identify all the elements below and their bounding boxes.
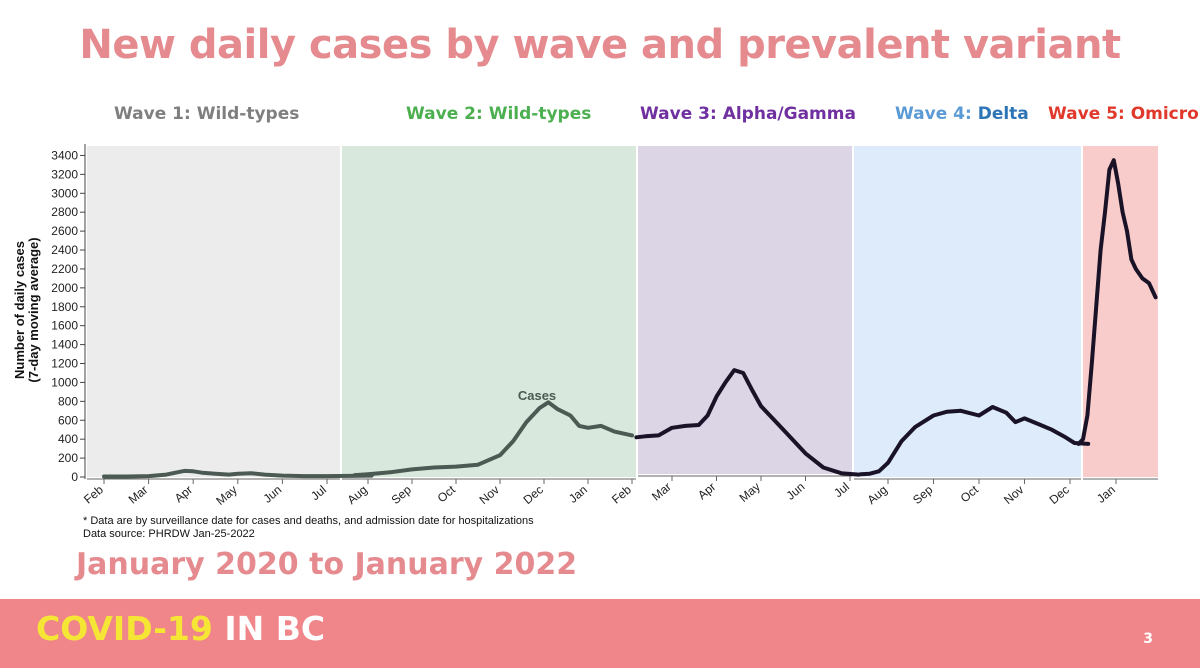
cases-chart: 0 200 400 600 800 1000 1200 1400 1600 1800 2000 220… xyxy=(12,144,1158,508)
wave-2-label: Wave 2: Wild-types xyxy=(406,104,592,124)
wave-2-band xyxy=(342,146,636,477)
y-tick-label: 3400 xyxy=(51,148,78,162)
x-tick-label: Feb xyxy=(609,482,634,506)
footer-banner: COVID-19 IN BC 3 xyxy=(0,599,1200,668)
y-tick-label: 2000 xyxy=(51,281,78,295)
wave-3-band xyxy=(638,146,852,474)
x-tick-label: Sep xyxy=(389,482,415,507)
x-tick-label: Apr xyxy=(172,483,195,506)
y-tick-label: 2200 xyxy=(51,262,78,276)
brand-logo: COVID-19 IN BC xyxy=(36,609,325,648)
wave-4-label-prefix: Wave 4: xyxy=(895,104,978,124)
x-tick-label: Nov xyxy=(477,483,502,507)
footnote-data-source: Data source: PHRDW Jan-25-2022 xyxy=(83,528,255,540)
x-tick-label: Jul xyxy=(831,480,852,501)
wave-1-label: Wave 1: Wild-types xyxy=(114,104,300,124)
x-tick-label: Mar xyxy=(649,480,674,504)
y-axis-title: Number of daily cases(7-day moving avera… xyxy=(12,237,41,382)
wave-3-label: Wave 3: Alpha/Gamma xyxy=(640,104,856,124)
y-tick-label: 1200 xyxy=(51,357,78,371)
cases-annotation: Cases xyxy=(518,388,556,403)
y-tick-label: 2600 xyxy=(51,224,78,238)
slide-title: New daily cases by wave and prevalent va… xyxy=(79,22,1121,68)
x-tick-label: Jun xyxy=(260,483,284,506)
y-tick-label: 600 xyxy=(58,413,78,427)
x-tick-label: Jan xyxy=(566,483,590,506)
y-tick-label: 200 xyxy=(58,451,78,465)
y-axis-title-line: (7-day moving average) xyxy=(26,237,41,382)
cases-line-wave-2 xyxy=(352,400,634,478)
y-tick-label: 2400 xyxy=(51,243,78,257)
wave-1-band xyxy=(87,146,340,477)
x-tick-label: Nov xyxy=(1001,483,1026,507)
brand-covid: COVID-19 xyxy=(36,609,213,648)
x-tick-label: Oct xyxy=(435,482,459,505)
y-tick-label: 1800 xyxy=(51,300,78,314)
y-tick-label: 3000 xyxy=(51,186,78,200)
cases-line-wave-3 xyxy=(634,368,861,477)
x-tick-label: Dec xyxy=(521,483,546,507)
x-tick-label: Dec xyxy=(1047,483,1072,507)
x-tick-label: Jan xyxy=(1094,483,1118,506)
y-tick-label: 400 xyxy=(58,432,78,446)
y-tick-label: 1600 xyxy=(51,319,78,333)
cases-line-wave-5 xyxy=(1076,158,1158,446)
x-tick-label: May xyxy=(737,480,763,505)
page-number: 3 xyxy=(1143,631,1153,647)
x-tick-label: Jul xyxy=(308,483,329,504)
y-tick-label: 0 xyxy=(71,470,78,484)
x-tick-label: Apr xyxy=(695,480,718,503)
cases-line-wave-1 xyxy=(102,468,374,479)
wave-4-label: Wave 4: Delta xyxy=(895,104,1029,124)
x-tick-label: Sep xyxy=(910,482,936,507)
y-tick-label: 1000 xyxy=(51,375,78,389)
x-tick-label: Jun xyxy=(784,480,808,503)
date-range-subtitle: January 2020 to January 2022 xyxy=(76,547,578,582)
y-tick-label: 1400 xyxy=(51,338,78,352)
cases-line-wave-4 xyxy=(858,405,1091,477)
x-tick-label: Mar xyxy=(126,483,151,507)
x-tick-label: May xyxy=(213,483,239,508)
y-tick-label: 3200 xyxy=(51,167,78,181)
y-tick-label: 2800 xyxy=(51,205,78,219)
y-tick-label: 800 xyxy=(58,394,78,408)
x-tick-label: Feb xyxy=(81,482,106,506)
x-tick-label: Oct xyxy=(958,482,982,505)
y-axis-title-line: Number of daily cases xyxy=(12,241,27,379)
wave-4-band xyxy=(854,146,1081,477)
wave-4-label-variant: Delta xyxy=(977,104,1029,124)
footnote-surveillance: * Data are by surveillance date for case… xyxy=(83,515,534,527)
wave-5-label: Wave 5: Omicron xyxy=(1048,104,1200,124)
x-tick-label: Aug xyxy=(345,483,370,507)
x-tick-label: Aug xyxy=(865,483,890,507)
brand-in-bc: IN BC xyxy=(224,609,326,648)
